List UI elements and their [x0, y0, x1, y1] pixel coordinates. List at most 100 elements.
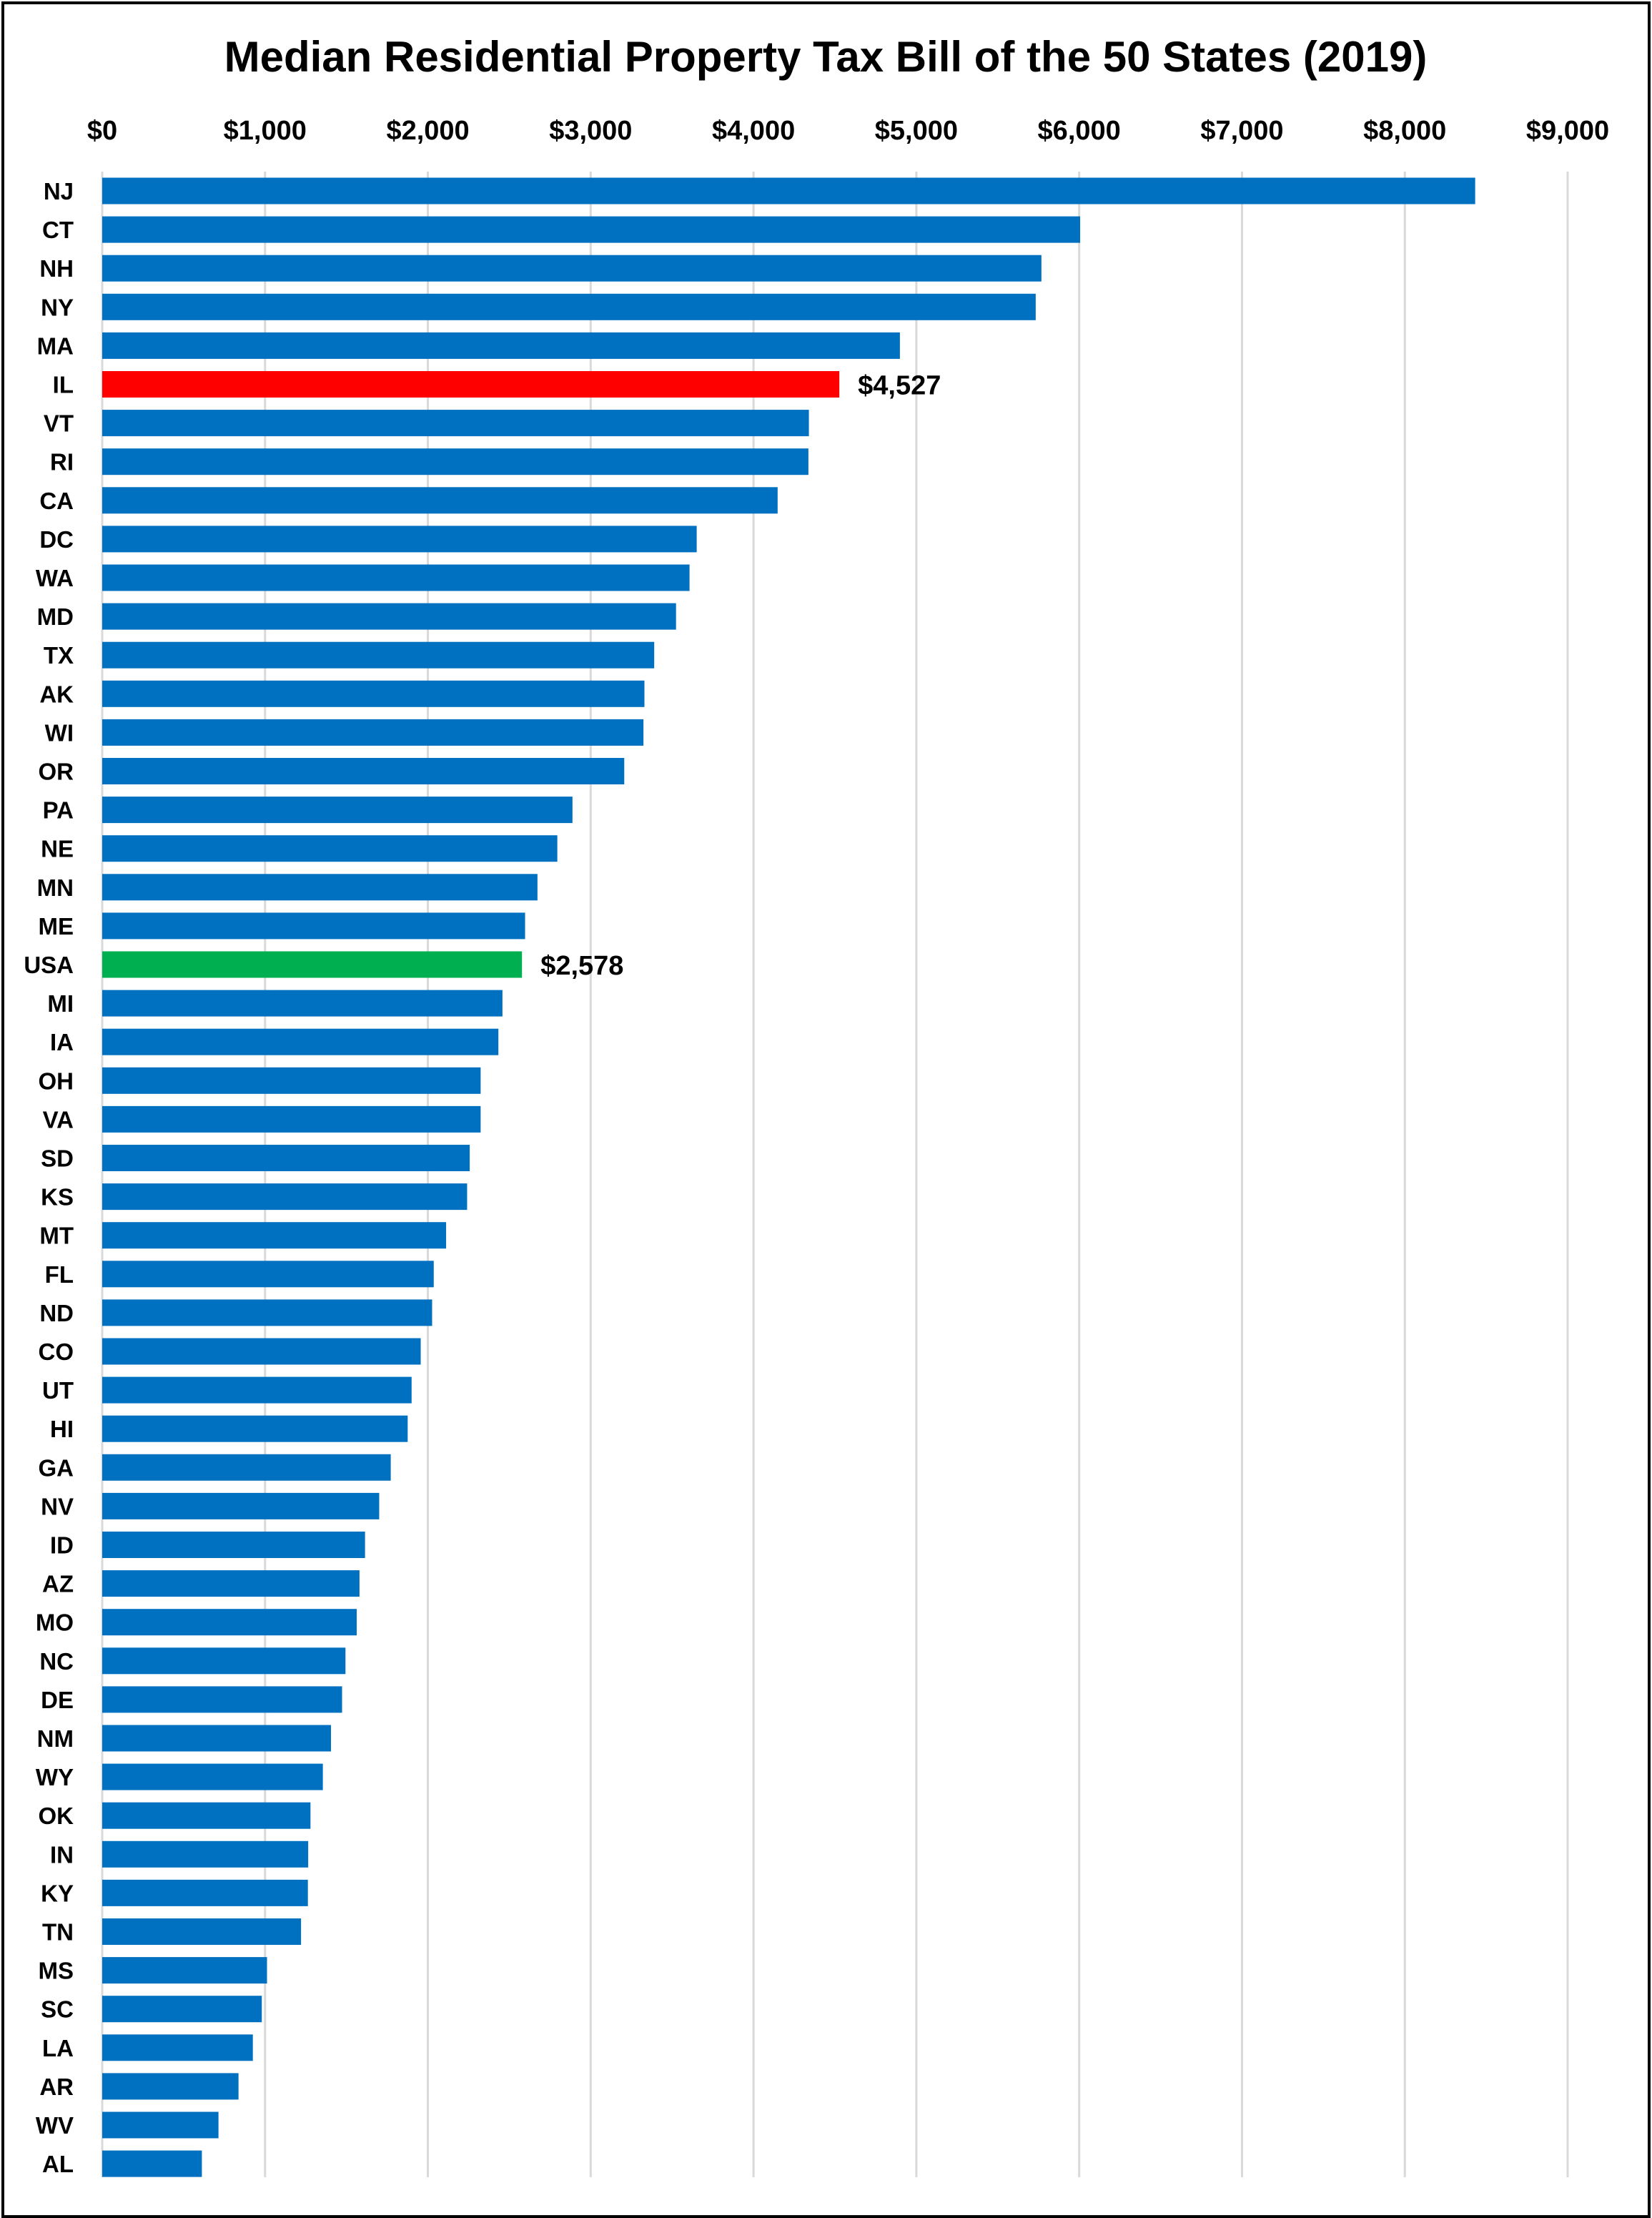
category-label: AR [39, 2074, 74, 2100]
bar-wv [102, 2111, 219, 2139]
bar-il [102, 371, 840, 398]
category-label: MA [37, 332, 74, 359]
x-tick-label: $8,000 [1363, 116, 1446, 146]
category-label: AK [39, 681, 74, 707]
bar-ks [102, 1183, 468, 1211]
data-label-usa: $2,578 [540, 951, 623, 981]
category-label: UT [42, 1377, 74, 1404]
category-label: WV [36, 2112, 74, 2139]
bar-mn [102, 874, 538, 901]
bar-mo [102, 1609, 357, 1636]
category-label: DE [41, 1687, 74, 1713]
bar-me [102, 912, 525, 940]
bar-sd [102, 1145, 470, 1171]
bar-ia [102, 1028, 499, 1055]
category-label: NC [39, 1648, 74, 1675]
category-label: LA [42, 2035, 74, 2061]
x-axis-ticks: $0 $1,000 $2,000 $3,000 $4,000 $5,000 $6,000 $7… [87, 116, 1609, 146]
x-tick-label: $3,000 [549, 116, 632, 146]
bar-wi [102, 719, 644, 746]
category-label: MD [37, 603, 74, 630]
bar-wa [102, 564, 690, 591]
category-label: AL [42, 2151, 74, 2177]
category-label: FL [45, 1261, 74, 1288]
category-label: MI [47, 990, 74, 1017]
x-tick-label: $4,000 [712, 116, 795, 146]
bar-de [102, 1686, 342, 1713]
category-label: WI [45, 719, 74, 746]
category-label: USA [24, 952, 74, 978]
x-tick-label: $6,000 [1038, 116, 1121, 146]
bar-ne [102, 835, 558, 862]
category-label: TX [44, 642, 74, 669]
bar-or [102, 758, 625, 784]
bar-dc [102, 526, 697, 553]
bar-nj [102, 177, 1475, 204]
bar-tx [102, 641, 655, 669]
bar-ri [102, 448, 808, 475]
category-label: MO [36, 1610, 74, 1636]
bar-nv [102, 1492, 380, 1519]
category-label: NY [41, 294, 74, 320]
bar-ok [102, 1802, 311, 1829]
category-label: RI [50, 449, 74, 475]
category-labels: NJ CT NH NY MA IL VT RI CA DC WA MD TX AK WI OR PA NE MN ME… [24, 178, 74, 2177]
data-labels: $4,527 $2,578 [540, 371, 941, 982]
bar-nm [102, 1725, 332, 1752]
bar-co [102, 1338, 421, 1365]
category-label: MN [37, 874, 74, 901]
category-label: NE [41, 836, 74, 862]
bar-hi [102, 1415, 408, 1442]
category-label: ME [39, 913, 74, 940]
category-label: PA [43, 797, 74, 824]
x-tick-label: $1,000 [224, 116, 307, 146]
bar-in [102, 1840, 309, 1868]
bar-az [102, 1570, 360, 1597]
x-tick-label: $7,000 [1200, 116, 1283, 146]
bar-oh [102, 1067, 481, 1094]
category-label: VA [43, 1106, 74, 1133]
bar-vt [102, 410, 809, 437]
bar-wy [102, 1763, 323, 1790]
category-label: SC [41, 1996, 74, 2023]
bar-ga [102, 1454, 391, 1481]
category-label: HI [50, 1416, 74, 1442]
bar-ar [102, 2073, 239, 2100]
data-label-il: $4,527 [858, 371, 941, 401]
category-label: MT [39, 1223, 74, 1249]
bar-nc [102, 1647, 346, 1675]
category-label: IA [50, 1029, 74, 1055]
x-tick-label: $9,000 [1526, 116, 1609, 146]
category-label: WY [36, 1764, 74, 1790]
x-tick-label: $5,000 [875, 116, 958, 146]
bar-usa [102, 951, 523, 978]
bar-ma [102, 332, 900, 359]
x-tick-label: $0 [87, 116, 117, 146]
category-label: TN [42, 1919, 74, 1946]
bar-id [102, 1532, 365, 1558]
category-label: OK [39, 1803, 74, 1829]
category-label: CT [42, 217, 74, 243]
bar-ut [102, 1376, 412, 1404]
bar-mt [102, 1222, 447, 1249]
bar-md [102, 603, 676, 630]
category-label: ID [50, 1532, 74, 1559]
category-label: NV [41, 1493, 74, 1519]
category-label: SD [41, 1145, 74, 1172]
bar-nh [102, 255, 1042, 282]
chart-title: Median Residential Property Tax Bill of … [224, 33, 1428, 81]
category-label: NH [39, 255, 74, 282]
bars [102, 177, 1475, 2177]
category-label: CO [39, 1339, 74, 1365]
bar-ca [102, 487, 778, 514]
category-label: NM [37, 1725, 74, 1752]
x-tick-label: $2,000 [386, 116, 469, 146]
category-label: KY [41, 1880, 74, 1906]
bar-va [102, 1105, 481, 1133]
bar-ms [102, 1957, 267, 1984]
category-label: CA [39, 488, 74, 514]
category-label: OH [39, 1068, 74, 1094]
bar-ny [102, 293, 1036, 320]
bar-al [102, 2150, 202, 2177]
